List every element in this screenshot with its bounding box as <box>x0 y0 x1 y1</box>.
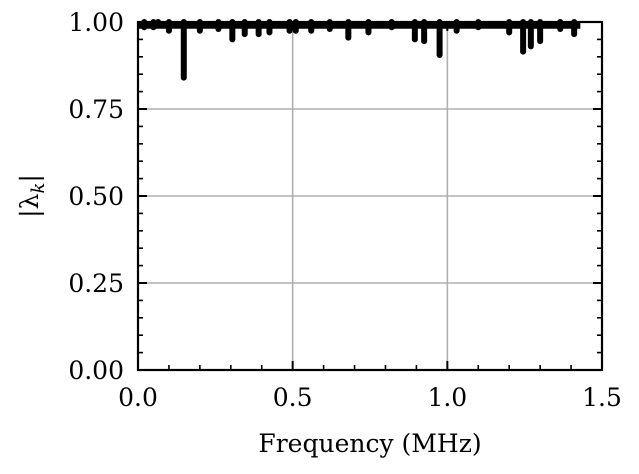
series <box>138 19 581 81</box>
y-tick-label: 0.50 <box>68 182 124 211</box>
y-axis-label-tail: | <box>15 174 45 182</box>
y-tick-label: 0.25 <box>68 269 124 298</box>
series-baseline <box>138 21 581 29</box>
x-tick-label: 0.0 <box>118 383 158 412</box>
x-tick-label: 1.5 <box>582 383 622 412</box>
y-axis-label-base: |λ <box>15 193 45 217</box>
y-tick-labels: 0.00 0.25 0.50 0.75 1.00 <box>68 8 124 385</box>
x-tick-label: 1.0 <box>427 383 467 412</box>
y-tick-label: 0.75 <box>68 95 124 124</box>
y-axis-label: |λk| <box>15 174 49 218</box>
x-tick-label: 0.5 <box>273 383 313 412</box>
x-axis-label: Frequency (MHz) <box>258 429 481 458</box>
y-axis-label-sub: k <box>28 183 49 194</box>
y-tick-label: 0.00 <box>68 356 124 385</box>
ticks <box>137 21 603 371</box>
x-tick-labels: 0.0 0.5 1.0 1.5 <box>118 383 622 412</box>
grid <box>138 22 602 370</box>
y-tick-label: 1.00 <box>68 8 124 37</box>
